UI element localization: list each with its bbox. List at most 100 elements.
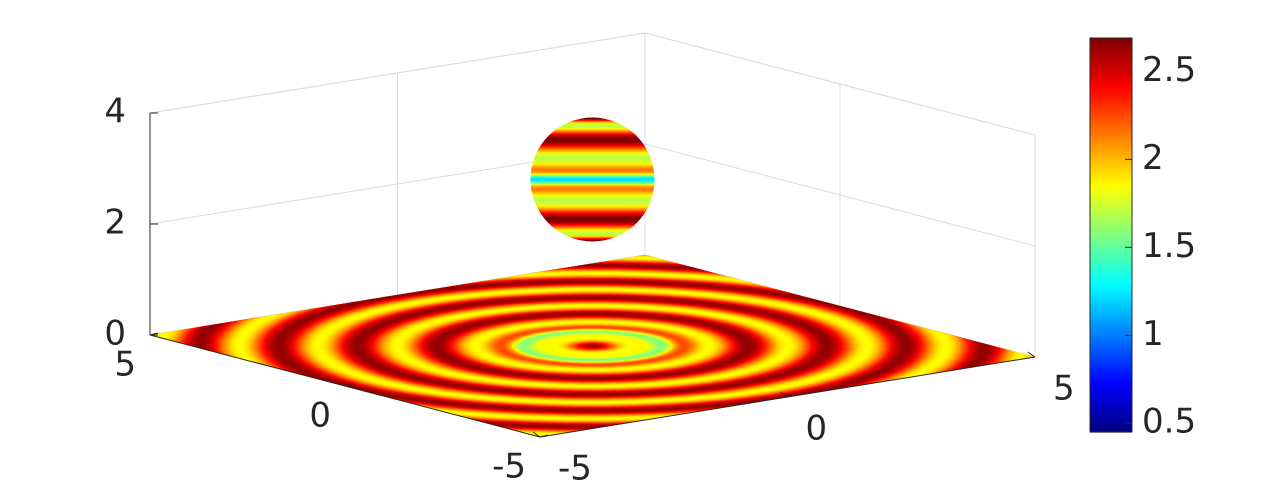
colorbar-step <box>1090 201 1132 205</box>
colorbar-step <box>1090 367 1132 372</box>
colorbar-frame <box>1089 37 1133 433</box>
sphere-band <box>530 137 655 140</box>
colorbar-step <box>1090 102 1132 107</box>
colorbar-step <box>1090 142 1132 147</box>
colorbar-step <box>1090 247 1132 251</box>
colorbar-step <box>1090 308 1132 313</box>
sphere-band <box>530 207 655 210</box>
z-tick-label: 2 <box>104 203 126 243</box>
colorbar-step <box>1090 173 1132 178</box>
sphere-band <box>530 159 655 162</box>
colorbar-step <box>1090 296 1132 301</box>
sphere-band <box>530 239 655 242</box>
colorbar-step <box>1090 425 1132 430</box>
sphere-band <box>530 117 655 120</box>
colorbar-step <box>1090 68 1132 73</box>
colorbar-step <box>1090 407 1132 412</box>
colorbar-step <box>1090 154 1132 159</box>
colorbar-step <box>1090 176 1132 181</box>
colorbar-step <box>1090 253 1132 258</box>
colorbar-step <box>1090 108 1132 113</box>
colorbar-tick-label: 0.5 <box>1142 402 1196 442</box>
colorbar-step <box>1090 44 1132 48</box>
colorbar-step <box>1090 235 1132 239</box>
z-tick-label: 4 <box>104 92 126 132</box>
colorbar-step <box>1090 290 1132 295</box>
colorbar-step <box>1090 114 1132 119</box>
colorbar-tick-label: 2.5 <box>1142 50 1196 90</box>
sphere-band <box>530 225 655 228</box>
colorbar-step <box>1090 336 1132 341</box>
sphere-band <box>530 213 655 216</box>
sphere-band <box>530 195 655 198</box>
colorbar-step <box>1090 50 1132 54</box>
sphere-band <box>530 183 655 186</box>
y-tick-label: 5 <box>114 345 136 385</box>
colorbar-step <box>1090 133 1132 138</box>
sphere-band <box>530 179 655 182</box>
colorbar-step <box>1090 84 1132 88</box>
sphere-band <box>530 211 655 214</box>
colorbar-step <box>1090 281 1132 285</box>
colorbar-step <box>1090 219 1132 224</box>
surface-ring <box>590 345 595 347</box>
colorbar-step <box>1090 182 1132 187</box>
sphere-band <box>530 237 655 240</box>
colorbar-step <box>1090 136 1132 141</box>
x-tick-label: 5 <box>1053 369 1075 409</box>
z-tick-label: 0 <box>104 314 126 354</box>
colorbar-step <box>1090 376 1132 381</box>
colorbar-step <box>1090 318 1132 322</box>
colorbar-step <box>1090 198 1132 202</box>
colorbar-step <box>1090 164 1132 168</box>
colorbar-step <box>1090 161 1132 165</box>
colorbar-step <box>1090 262 1132 267</box>
colorbar-step <box>1090 370 1132 375</box>
colorbar-step <box>1090 222 1132 227</box>
colorbar-step <box>1090 38 1132 42</box>
colorbar-step <box>1090 81 1132 85</box>
colorbar-step <box>1090 358 1132 362</box>
sphere-band <box>530 187 655 190</box>
colorbar-step <box>1090 419 1132 424</box>
sphere-band <box>530 145 655 148</box>
colorbar-step <box>1090 339 1132 344</box>
colorbar-step <box>1090 65 1132 70</box>
colorbar-step <box>1090 207 1132 211</box>
sphere-band <box>530 203 655 206</box>
colorbar-step <box>1090 118 1132 122</box>
colorbar-step <box>1090 250 1132 255</box>
colorbar-step <box>1090 385 1132 390</box>
axes: 024-505-505 <box>104 92 1074 489</box>
colorbar-step <box>1090 321 1132 325</box>
sphere-band <box>530 133 655 136</box>
sphere-band <box>530 217 655 220</box>
x-tick <box>780 391 788 398</box>
colorbar-step <box>1090 99 1132 104</box>
colorbar-step <box>1090 302 1132 307</box>
colorbar-step <box>1090 330 1132 335</box>
sphere-band <box>530 177 655 180</box>
sphere-band <box>530 227 655 230</box>
colorbar-step <box>1090 74 1132 79</box>
colorbar-step <box>1090 364 1132 368</box>
x-tick <box>532 431 541 438</box>
sphere-band <box>530 233 655 236</box>
colorbar-step <box>1090 111 1132 116</box>
colorbar-step <box>1090 391 1132 396</box>
x-tick-label: -5 <box>558 449 592 489</box>
colorbar-step <box>1090 231 1132 236</box>
sphere-band <box>530 131 655 134</box>
colorbar-step <box>1090 327 1132 332</box>
colorbar-step <box>1090 53 1132 58</box>
sphere-band <box>530 221 655 224</box>
colorbar-step <box>1090 428 1132 433</box>
colorbar-step <box>1090 315 1132 319</box>
sphere-band <box>530 189 655 192</box>
colorbar-step <box>1090 167 1132 171</box>
colorbar-step <box>1090 275 1132 279</box>
colorbar-step <box>1090 148 1132 153</box>
sphere-band <box>530 127 655 130</box>
sphere-band <box>530 163 655 166</box>
sphere-band <box>530 161 655 164</box>
